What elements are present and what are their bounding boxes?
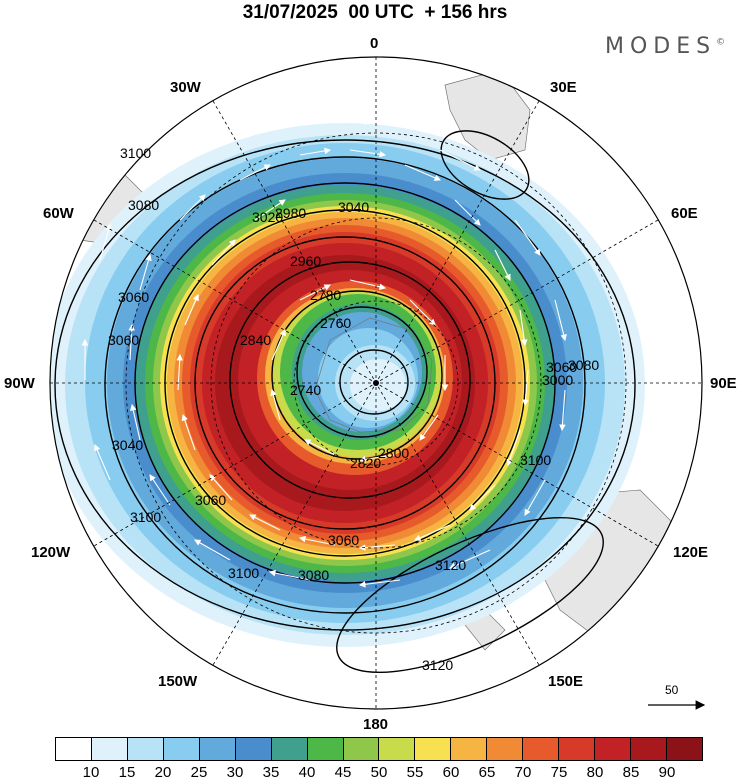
colorbar-tick-label: 10 [82, 764, 100, 781]
lon-label-120w: 120W [31, 544, 71, 561]
map-title: 31/07/2025 00 UTC + 156 hrs [242, 2, 508, 23]
wind-vectors [81, 118, 567, 588]
colorbar-swatch [343, 738, 380, 760]
colorbar-tick-label: 15 [118, 764, 136, 781]
colorbar-swatch [379, 738, 416, 760]
colorbar-tick-label: 70 [514, 764, 532, 781]
colorbar-swatch [631, 738, 667, 760]
contour-label: 3020 [252, 209, 283, 225]
colorbar-swatch [56, 738, 92, 760]
colorbar-swatch [595, 738, 631, 760]
contour-label: 3100 [520, 452, 551, 468]
lon-label-150w: 150W [158, 673, 198, 690]
colorbar-swatch [487, 738, 524, 760]
colorbar-swatch [271, 738, 308, 760]
colorbar-swatch [451, 738, 488, 760]
contour-label: 3100 [228, 565, 259, 581]
contour-label: 3040 [338, 199, 369, 215]
contour-label: 2980 [275, 205, 306, 221]
colorbar-tick-label: 30 [226, 764, 244, 781]
lon-label-90w: 90W [4, 375, 35, 392]
colorbar-swatch [199, 738, 236, 760]
colorbar-tick-label: 50 [370, 764, 388, 781]
contour-label: 3060 [546, 359, 577, 375]
contour-label: 2780 [310, 287, 341, 303]
colorbar-swatch [91, 738, 128, 760]
colorbar-tick-label: 20 [154, 764, 172, 781]
contour-label: 3080 [568, 357, 599, 373]
lon-label-30w: 30W [170, 79, 201, 96]
colorbar-swatch [163, 738, 200, 760]
lon-label-90e: 90E [710, 375, 737, 392]
south-pole-marker [373, 380, 379, 386]
colorbar-tick-label: 65 [478, 764, 496, 781]
colorbar-tick-label: 45 [334, 764, 352, 781]
colorbar-swatch [415, 738, 452, 760]
colorbar-swatch [559, 738, 596, 760]
contour-label: 2760 [320, 315, 351, 331]
colorbar-tick-label: 40 [298, 764, 316, 781]
contour-label: 3120 [422, 657, 453, 673]
lon-label-30e: 30E [550, 79, 577, 96]
contour-label: 3120 [435, 557, 466, 573]
colorbar-swatch [307, 738, 344, 760]
land-antarctica [314, 317, 433, 433]
colorbar [55, 737, 703, 761]
colorbar-tick-label: 90 [658, 764, 676, 781]
contour-label: 3080 [128, 197, 159, 213]
colorbar-tick-label: 75 [550, 764, 568, 781]
lon-label-180: 180 [363, 716, 389, 733]
contour-label: 3060 [328, 532, 359, 548]
colorbar-tick-label: 80 [586, 764, 604, 781]
brand-logo: MODES© [605, 34, 726, 59]
contour-label: 2800 [378, 445, 409, 461]
colorbar-swatch [235, 738, 272, 760]
contour-label: 2740 [290, 382, 321, 398]
colorbar-tick-label: 35 [262, 764, 280, 781]
contour-label: 3060 [118, 289, 149, 305]
lon-label-150e: 150E [548, 673, 584, 690]
contour-label: 2840 [240, 332, 271, 348]
contour-label: 3100 [130, 509, 161, 525]
contour-label: 3100 [120, 145, 151, 161]
lon-label-0: 0 [370, 35, 379, 52]
contour-label: 3060 [108, 332, 139, 348]
contour-label: 2960 [290, 253, 321, 269]
vector-scale-label: 50 [665, 683, 679, 697]
contour-label: 3000 [542, 372, 573, 388]
lon-label-120e: 120E [673, 544, 709, 561]
contour-label: 3080 [298, 567, 329, 583]
colorbar-tick-label: 60 [442, 764, 460, 781]
contour-label: 2820 [350, 455, 381, 471]
colorbar-tick-label: 25 [190, 764, 208, 781]
contour-label: 3040 [112, 437, 143, 453]
colorbar-swatch [523, 738, 560, 760]
map-boundary [49, 56, 703, 710]
lon-label-60e: 60E [671, 205, 698, 222]
colorbar-ticks: 10 15 20 25 30 35 40 45 50 55 60 65 70 75 80 85 90 [55, 764, 703, 782]
colorbar-swatch [666, 738, 702, 760]
contour-label: 3060 [195, 492, 226, 508]
colorbar-tick-label: 85 [622, 764, 640, 781]
colorbar-tick-label: 55 [406, 764, 424, 781]
lon-label-60w: 60W [43, 205, 74, 222]
colorbar-swatch [127, 738, 164, 760]
